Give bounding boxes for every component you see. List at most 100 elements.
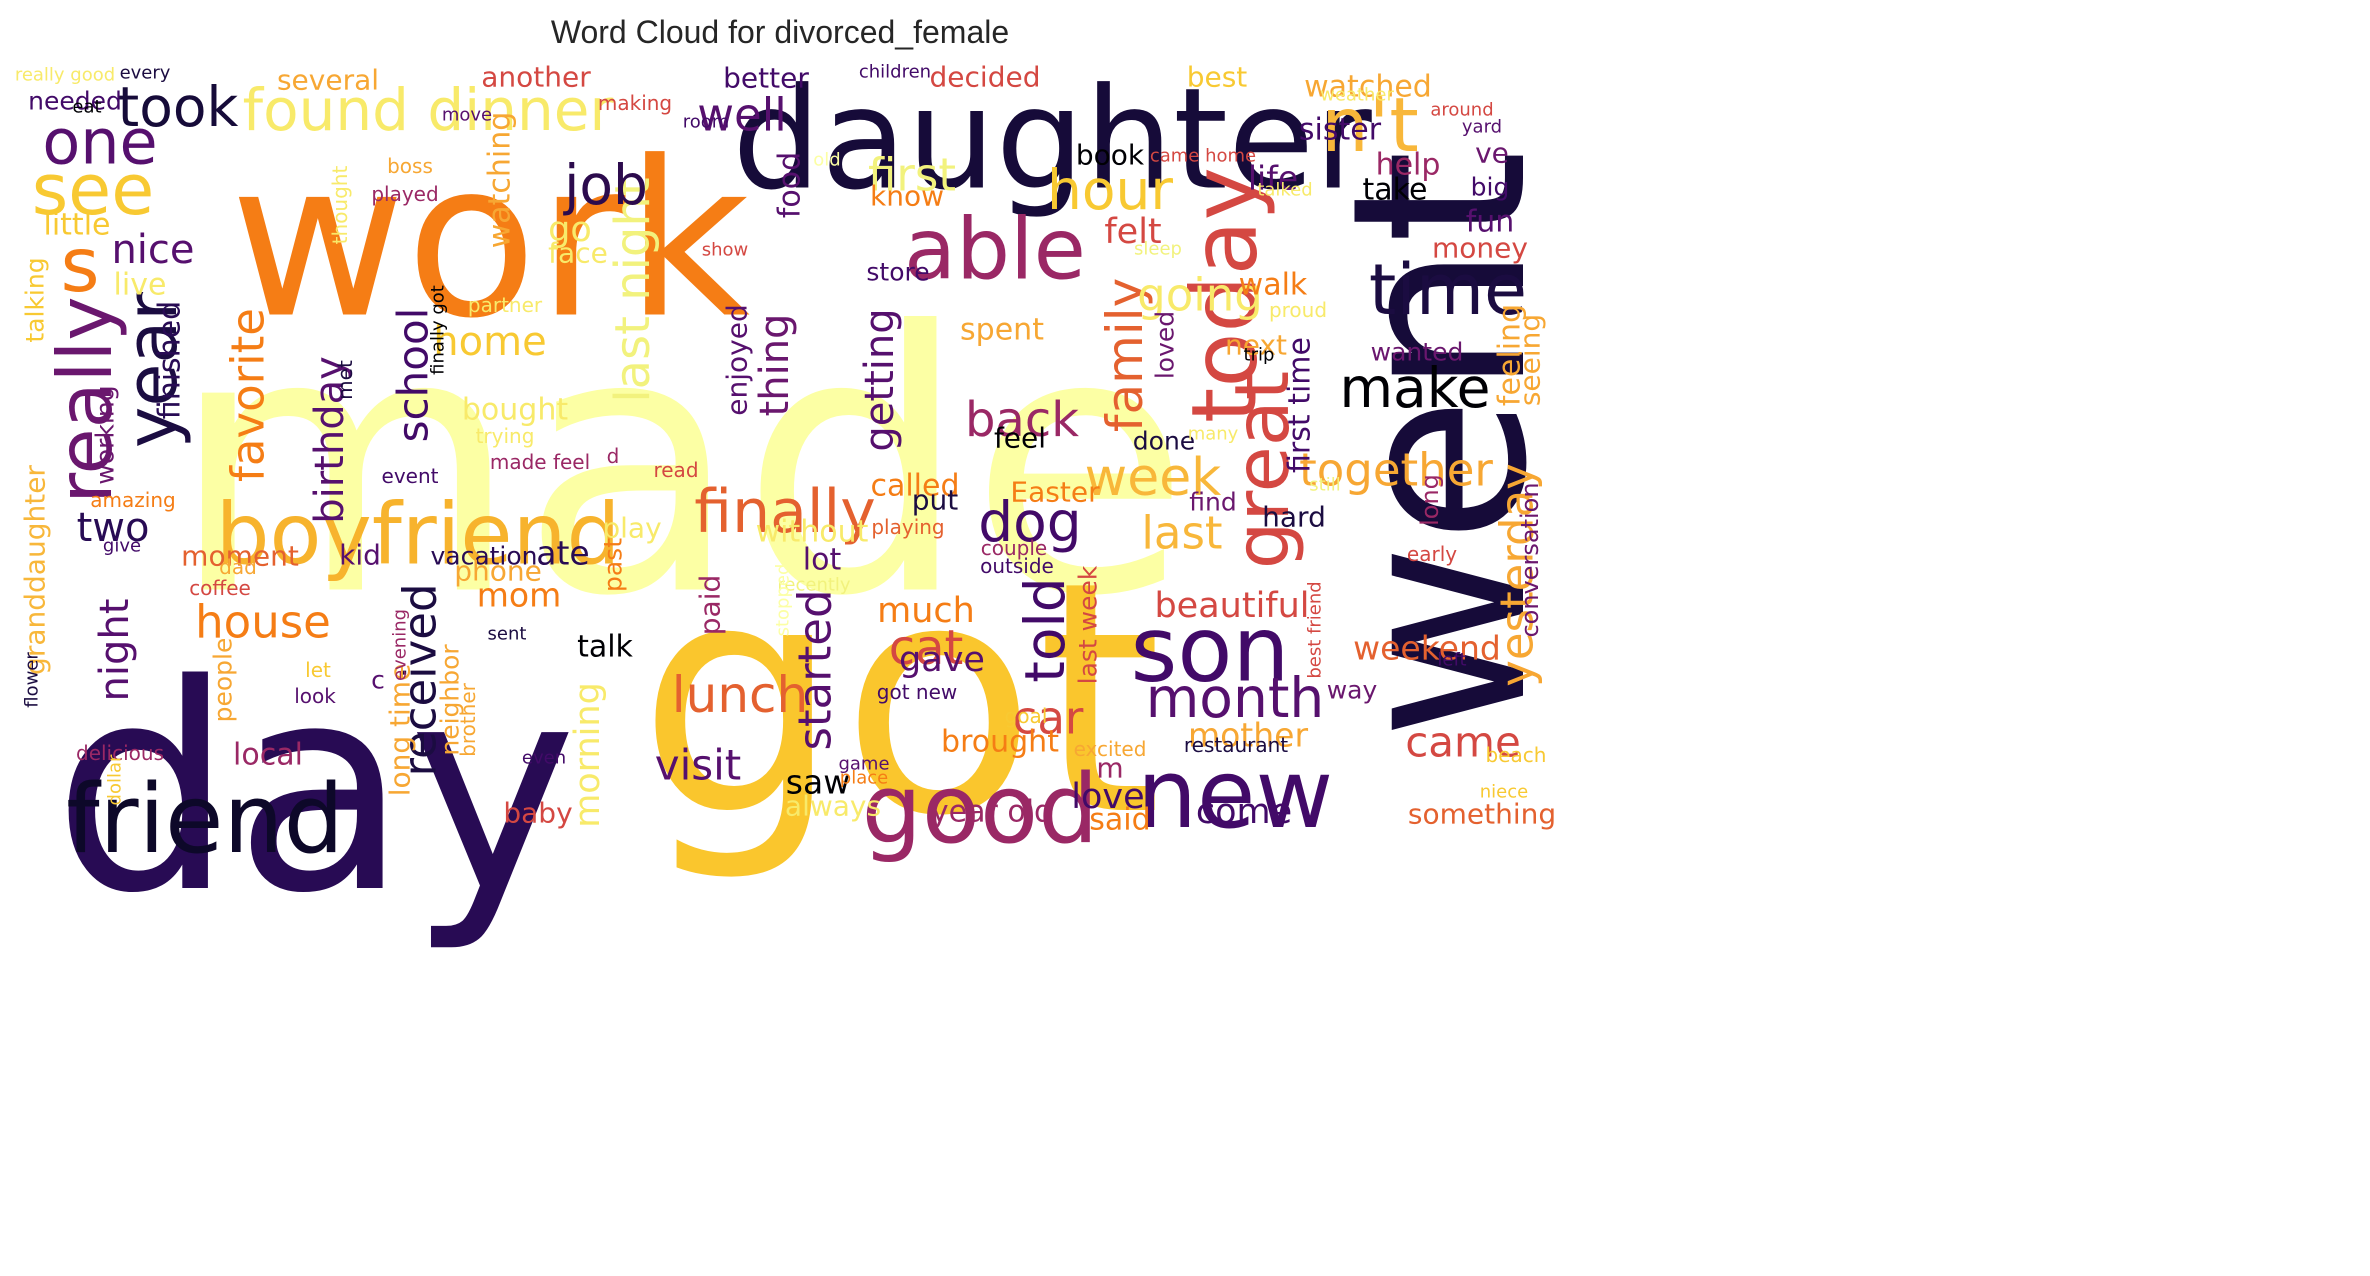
word-nice: nice (111, 227, 194, 273)
word-felt: felt (1104, 212, 1161, 252)
word-restaurant: restaurant (1184, 733, 1288, 757)
word-m: m (1096, 752, 1123, 785)
word-eat: eat (72, 97, 101, 118)
word-night: night (92, 599, 138, 702)
word-weekend: weekend (1353, 629, 1501, 668)
word-last-night: last night (605, 177, 661, 402)
word-good: good (862, 755, 1099, 865)
word-work: work (230, 115, 750, 366)
word-visit: visit (655, 741, 742, 790)
word-played: played (371, 182, 438, 206)
word-something: something (1408, 798, 1556, 831)
word-finally-got: finally got (428, 285, 449, 375)
word-came-home: came home (1150, 146, 1256, 167)
word-year: year (111, 292, 193, 448)
word-going: going (1137, 269, 1263, 322)
word-bought: bought (462, 393, 568, 428)
word-needed: needed (28, 87, 122, 116)
word-yesterday: yesterday (1491, 463, 1544, 687)
word-next: next (1225, 329, 1287, 362)
word-feeling: feeling (1493, 304, 1528, 406)
word-seeing: seeing (1514, 314, 1547, 406)
word-today: today (1173, 167, 1278, 423)
word-hour: hour (1047, 158, 1173, 222)
word-made: made (169, 256, 1190, 675)
word-last-week: last week (1074, 565, 1103, 684)
word-room: room (683, 112, 730, 133)
word-amazing: amazing (90, 488, 175, 512)
word-conversation: conversation (1516, 482, 1544, 637)
word-really: really (41, 296, 129, 503)
word-put: put (912, 484, 959, 517)
word-still: still (1309, 475, 1340, 496)
word-live: live (114, 268, 167, 303)
word-week: week (1085, 448, 1222, 508)
word-long-time: long time (384, 664, 417, 797)
word-neighbor: neighbor (436, 644, 465, 756)
word-weather: weather (1320, 85, 1394, 106)
word-niece: niece (1480, 782, 1528, 803)
word-met: met (333, 360, 357, 400)
word-s: s (60, 221, 99, 309)
word-brother: brother (456, 682, 480, 757)
word-trying: trying (476, 424, 535, 448)
word-gave: gave (899, 640, 985, 680)
word-always: always (785, 790, 881, 823)
word-hard: hard (1262, 501, 1326, 534)
word-finished: finished (153, 301, 188, 419)
word-event: event (382, 464, 439, 488)
word-outside: outside (980, 554, 1054, 578)
word-sent: sent (488, 624, 527, 645)
word-enjoyed: enjoyed (721, 304, 754, 415)
word-people: people (209, 638, 238, 723)
word-without: without (756, 515, 869, 550)
word-paid: paid (694, 575, 727, 635)
word-said: said (1089, 803, 1150, 838)
word-job: job (563, 153, 648, 217)
word-got-new: got new (877, 680, 957, 704)
word-life: life (1248, 159, 1298, 198)
word-called: called (870, 469, 959, 504)
word-trip: trip (1244, 345, 1275, 366)
word-saw: saw (786, 763, 850, 802)
word-wanted: wanted (1371, 338, 1464, 367)
word-feel: feel (994, 422, 1046, 455)
word-beach: beach (1486, 743, 1547, 767)
word-much: much (877, 591, 975, 631)
word-first-time: first time (1283, 337, 1318, 473)
word-book: book (1076, 139, 1145, 172)
word-stopped: stopped (773, 564, 794, 637)
word-past: past (599, 538, 628, 592)
word-friend: friend (66, 765, 344, 875)
word-look: look (294, 684, 336, 708)
word-time: time (1369, 249, 1527, 331)
word-n-t: n't (1321, 81, 1419, 169)
word-ate: ate (536, 534, 589, 573)
word-home: home (433, 319, 546, 365)
word-boyfriend: boyfriend (216, 486, 621, 585)
word-talked: talked (1257, 180, 1312, 201)
word-local: local (233, 738, 303, 773)
word-help: help (1376, 148, 1441, 183)
word-move: move (442, 105, 492, 126)
word-several: several (277, 64, 379, 97)
word-recently: recently (777, 575, 851, 596)
word-couple: couple (981, 536, 1047, 560)
word-decided: decided (930, 61, 1041, 94)
word-loved: loved (1151, 311, 1180, 379)
word-made-feel: made feel (490, 450, 590, 474)
word-mother: mother (1188, 716, 1308, 755)
word-mom: mom (477, 576, 561, 615)
word-car: car (1013, 692, 1084, 745)
word-got: got (638, 514, 1162, 886)
word-one: one (42, 106, 157, 179)
word-done: done (1133, 427, 1195, 456)
word-together: together (1299, 444, 1493, 497)
word-early: early (1407, 542, 1457, 566)
word-dollar: dollar (105, 754, 126, 805)
word-found-dinner: found dinner (243, 76, 614, 144)
word-see: see (32, 149, 155, 231)
word-fun: fun (1466, 205, 1515, 240)
word-every: every (120, 63, 171, 84)
